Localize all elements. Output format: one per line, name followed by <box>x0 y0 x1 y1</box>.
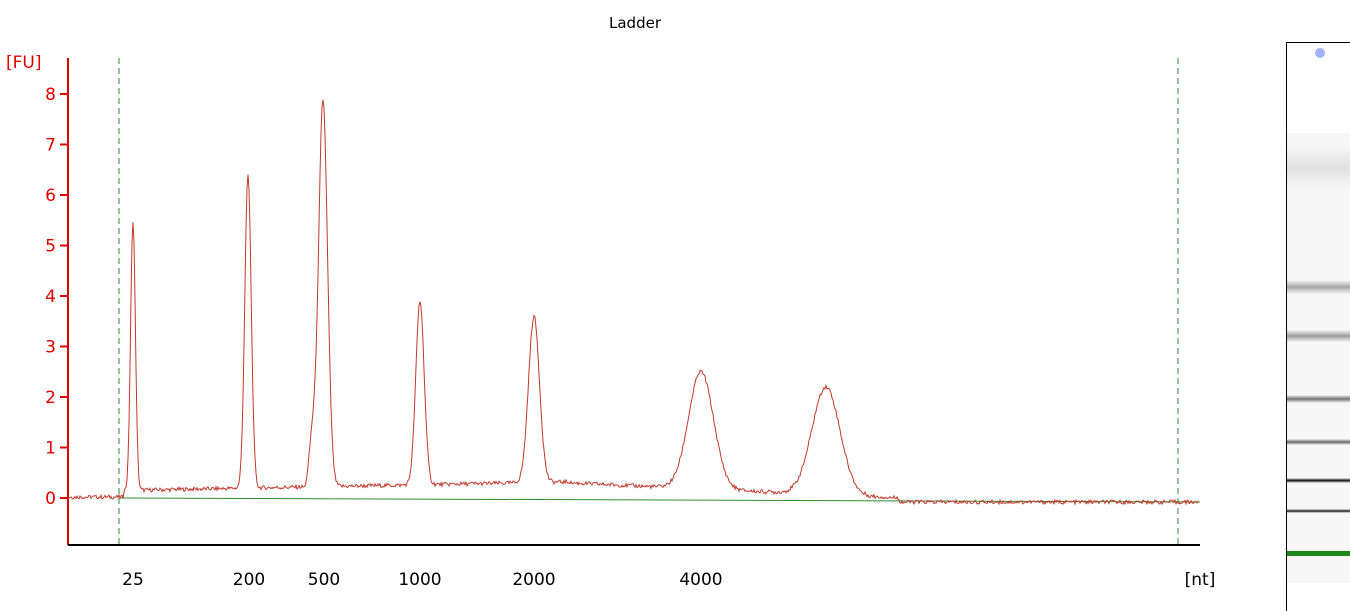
trace-line <box>67 99 1199 506</box>
y-tick-label: 0 <box>45 489 56 509</box>
y-tick-label: 6 <box>45 186 56 206</box>
gel-lane-background <box>1287 133 1350 583</box>
y-tick-label: 3 <box>45 338 56 358</box>
x-tick-label: 200 <box>233 570 265 590</box>
x-tick-label: 4000 <box>679 570 722 590</box>
gel-lane-image <box>1286 42 1350 611</box>
x-tick-label: 2000 <box>512 570 555 590</box>
gel-band <box>1287 330 1350 342</box>
x-tick-label: 500 <box>308 570 340 590</box>
gel-band <box>1287 148 1350 188</box>
gel-band <box>1287 509 1350 513</box>
y-axis-label: [FU] <box>6 53 42 73</box>
x-tick-label: 25 <box>122 570 144 590</box>
chart-title: Ladder <box>609 14 661 32</box>
gel-band <box>1287 478 1350 483</box>
gel-band <box>1287 551 1350 556</box>
gel-band <box>1287 395 1350 403</box>
x-axis-unit-label: [nt] <box>1185 570 1216 590</box>
lower-marker-icon <box>1315 48 1325 58</box>
x-tick-label: 1000 <box>398 570 441 590</box>
gel-band <box>1287 439 1350 445</box>
y-tick-label: 7 <box>45 136 56 156</box>
y-tick-label: 5 <box>45 237 56 257</box>
gel-band <box>1287 280 1350 294</box>
y-tick-label: 2 <box>45 388 56 408</box>
y-tick-label: 1 <box>45 439 56 459</box>
y-tick-label: 4 <box>45 287 56 307</box>
electropherogram-plot: 0 1 2 3 4 5 6 7 8[FU] 25 200 500 1000 2000 4000 [nt] <box>6 53 1216 590</box>
y-tick-label: 8 <box>45 85 56 105</box>
